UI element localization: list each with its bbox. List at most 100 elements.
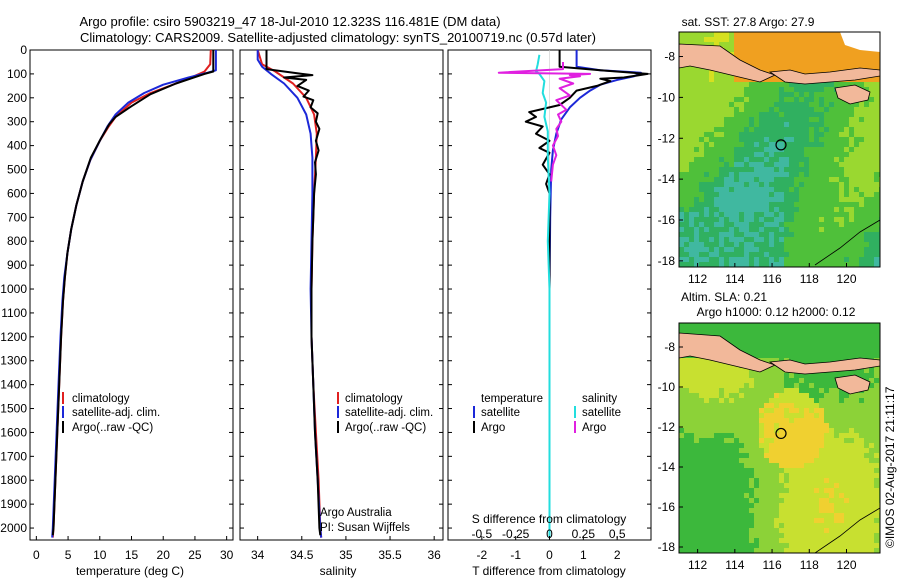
map-grid-cell xyxy=(689,182,695,188)
map-grid-cell xyxy=(839,423,845,429)
map-grid-cell xyxy=(764,463,770,469)
map-grid-cell xyxy=(864,162,870,168)
map-grid-cell xyxy=(769,368,775,374)
map-grid-cell xyxy=(744,227,750,233)
map-grid-cell xyxy=(819,167,825,173)
map-grid-cell xyxy=(729,463,735,469)
map-grid-cell xyxy=(789,518,795,524)
map-grid-cell xyxy=(724,97,730,103)
map-grid-cell xyxy=(869,483,875,489)
map-grid-cell xyxy=(774,82,780,88)
map-grid-cell xyxy=(809,478,815,484)
map-grid-cell xyxy=(744,503,750,509)
map-grid-cell xyxy=(854,343,860,349)
map-grid-cell xyxy=(744,262,750,267)
map-grid-cell xyxy=(714,167,720,173)
map-grid-cell xyxy=(739,548,745,553)
map-grid-cell xyxy=(814,67,820,73)
map-grid-cell xyxy=(779,257,785,263)
map-grid-cell xyxy=(869,463,875,469)
map-grid-cell xyxy=(714,478,720,484)
map-grid-cell xyxy=(699,97,705,103)
map-grid-cell xyxy=(844,338,850,344)
map-grid-cell xyxy=(839,343,845,349)
map-grid-cell xyxy=(744,77,750,83)
argo-location-marker xyxy=(775,427,787,440)
map-grid-cell xyxy=(784,473,790,479)
map-grid-cell xyxy=(794,87,800,93)
map-grid-cell xyxy=(699,438,705,444)
map-grid-cell xyxy=(689,157,695,163)
map-grid-cell xyxy=(794,227,800,233)
map-grid-cell xyxy=(784,483,790,489)
map-grid-cell xyxy=(679,252,685,258)
map-grid-cell xyxy=(694,77,700,83)
map-grid-cell xyxy=(804,463,810,469)
map-grid-cell xyxy=(704,87,710,93)
map-grid-cell xyxy=(694,72,700,78)
map-grid-cell xyxy=(839,52,845,58)
map-grid-cell xyxy=(784,458,790,464)
map-grid-cell xyxy=(859,473,865,479)
map-grid-cell xyxy=(774,338,780,344)
map-grid-cell xyxy=(714,453,720,459)
map-grid-cell xyxy=(739,333,745,339)
map-grid-cell xyxy=(724,328,730,334)
map-grid-cell xyxy=(789,393,795,399)
map-grid-cell xyxy=(744,222,750,228)
map-grid-cell xyxy=(714,92,720,98)
map-grid-cell xyxy=(739,478,745,484)
map-grid-cell xyxy=(729,47,735,53)
map-grid-cell xyxy=(734,513,740,519)
map-grid-cell xyxy=(724,453,730,459)
map-grid-cell xyxy=(864,112,870,118)
map-grid-cell xyxy=(804,117,810,123)
map-grid-cell xyxy=(724,202,730,208)
map-grid-cell xyxy=(699,543,705,549)
map-grid-cell xyxy=(749,207,755,213)
map-grid-cell xyxy=(709,32,715,38)
map-grid-cell xyxy=(739,443,745,449)
map-grid-cell xyxy=(789,548,795,553)
map-grid-cell xyxy=(754,82,760,88)
map-grid-cell xyxy=(774,493,780,499)
map-grid-cell xyxy=(714,197,720,203)
map-grid-cell xyxy=(839,513,845,519)
map-grid-cell xyxy=(679,137,685,143)
map-grid-cell xyxy=(694,383,700,389)
map-grid-cell xyxy=(754,117,760,123)
map-grid-cell xyxy=(729,538,735,544)
map-grid-cell xyxy=(859,112,865,118)
map-grid-cell xyxy=(839,388,845,394)
x-tick-label: 15 xyxy=(125,548,139,562)
map-grid-cell xyxy=(704,363,710,369)
map-grid-cell xyxy=(679,543,685,549)
map-grid-cell xyxy=(804,37,810,43)
map-grid-cell xyxy=(679,438,685,444)
map-grid-cell xyxy=(844,237,850,243)
map-grid-cell xyxy=(779,548,785,553)
map-grid-cell xyxy=(794,423,800,429)
x-tick-label: 34 xyxy=(251,548,265,562)
cloud-gap xyxy=(840,32,880,52)
map-grid-cell xyxy=(839,147,845,153)
map-grid-cell xyxy=(769,523,775,529)
map-grid-cell xyxy=(859,368,865,374)
map-grid-cell xyxy=(829,97,835,103)
map-grid-cell xyxy=(809,373,815,379)
map-grid-cell xyxy=(874,503,880,509)
map-grid-cell xyxy=(829,192,835,198)
map-grid-cell xyxy=(684,543,690,549)
map-grid-cell xyxy=(699,323,705,329)
map-grid-cell xyxy=(834,97,840,103)
map-grid-cell xyxy=(739,112,745,118)
map-grid-cell xyxy=(764,162,770,168)
map-grid-cell xyxy=(824,398,830,404)
map-grid-cell xyxy=(824,97,830,103)
map-grid-cell xyxy=(734,533,740,539)
map-grid-cell xyxy=(779,132,785,138)
map-grid-cell xyxy=(724,368,730,374)
s-difference-tick-label: -0.5 xyxy=(471,527,492,541)
map-grid-cell xyxy=(784,413,790,419)
map-grid-cell xyxy=(829,252,835,258)
